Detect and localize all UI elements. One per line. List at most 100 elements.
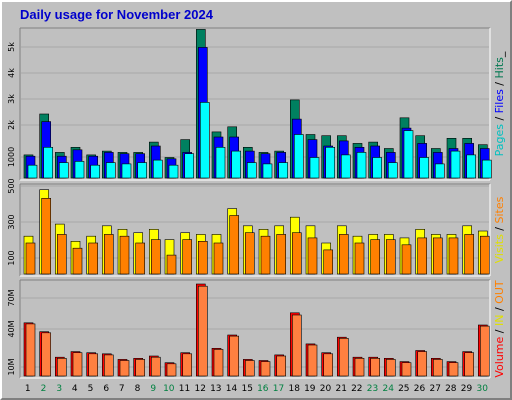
bar-sites-day-12	[198, 241, 208, 275]
bar-out-day-27	[432, 359, 443, 377]
bar-pages-day-1	[27, 164, 38, 179]
ylabel-part: Sites	[493, 196, 506, 223]
bar-pages-day-14	[231, 150, 241, 179]
bar-sites-day-14	[229, 215, 239, 275]
panel-volume-ylabel: Volume / IN / OUT	[493, 280, 506, 378]
bar-out-day-10	[166, 363, 177, 377]
bar-sites-day-21	[338, 234, 349, 275]
bar-pages-day-19	[309, 157, 320, 179]
xtick-label-day-9: 9	[150, 384, 156, 394]
bar-sites-day-4	[72, 247, 83, 275]
bar-out-day-24	[385, 359, 396, 377]
bar-pages-day-11	[184, 153, 194, 179]
panel-visits-ylabel: Visits / Sites	[493, 196, 506, 263]
bar-pages-day-26	[419, 157, 430, 179]
bar-sites-day-15	[245, 232, 255, 275]
xtick-label-day-2: 2	[41, 384, 47, 394]
bar-pages-day-4	[74, 161, 85, 179]
bar-out-day-16	[260, 361, 271, 377]
bar-sites-day-7	[119, 235, 130, 275]
bar-out-day-29	[464, 352, 475, 377]
bar-sites-day-19	[307, 237, 318, 275]
bar-pages-day-25	[403, 130, 414, 179]
xtick-label-day-4: 4	[72, 384, 78, 394]
bar-pages-day-17	[278, 162, 289, 179]
bar-out-day-17	[276, 355, 287, 377]
ylabel-part: /	[493, 326, 506, 337]
bar-pages-day-6	[106, 162, 116, 179]
xtick-label-day-25: 25	[398, 384, 409, 394]
xtick-label-day-1: 1	[25, 384, 31, 394]
xtick-label-day-13: 13	[210, 384, 221, 394]
bar-sites-day-11	[182, 239, 192, 275]
bar-out-day-28	[448, 362, 459, 377]
ylabel-part: /	[493, 304, 506, 315]
ylabel-part: Visits	[493, 234, 506, 263]
bar-sites-day-25	[401, 244, 412, 275]
bar-out-day-8	[135, 359, 145, 377]
xtick-label-day-7: 7	[119, 384, 125, 394]
bar-sites-day-24	[385, 239, 396, 275]
ylabel-part: Hits	[493, 57, 506, 79]
panel-hits-ytick-label: 2k	[7, 120, 16, 130]
ylabel-part: OUT	[493, 280, 506, 304]
xtick-label-day-3: 3	[56, 384, 62, 394]
xtick-label-day-16: 16	[257, 384, 269, 394]
bar-pages-day-18	[293, 134, 304, 179]
chart-title: Daily usage for November 2024	[20, 7, 213, 22]
bar-pages-day-7	[121, 163, 132, 179]
xtick-label-day-26: 26	[414, 384, 426, 394]
bar-pages-day-24	[387, 162, 398, 179]
panel-volume-ytick-label: 70M	[7, 289, 16, 306]
bar-pages-day-8	[137, 162, 147, 179]
bar-sites-day-6	[104, 234, 114, 275]
panel-visits-ytick-label: 500	[7, 178, 16, 193]
bar-out-day-5	[88, 353, 98, 377]
xtick-label-day-20: 20	[320, 384, 332, 394]
bar-sites-day-10	[166, 254, 177, 275]
xtick-label-day-29: 29	[461, 384, 473, 394]
bar-out-day-9	[151, 356, 161, 377]
xtick-label-day-6: 6	[103, 384, 109, 394]
xtick-label-day-10: 10	[163, 384, 175, 394]
ylabel-part: Volume	[493, 336, 506, 377]
panel-hits-ylabel: Pages / Files / Hits_	[493, 51, 506, 156]
bar-out-day-30	[479, 325, 490, 377]
bar-sites-day-20	[323, 249, 334, 275]
bar-sites-day-18	[291, 232, 302, 275]
bar-pages-day-29	[466, 154, 477, 179]
bar-sites-day-22	[354, 242, 365, 275]
xtick-label-day-21: 21	[335, 384, 346, 394]
bar-pages-day-5	[90, 164, 100, 179]
bar-pages-day-28	[450, 150, 461, 179]
bar-pages-day-27	[434, 163, 445, 179]
ylabel-part: _	[493, 51, 506, 58]
bar-pages-day-13	[215, 147, 226, 179]
bar-out-day-14	[229, 335, 239, 377]
bar-out-day-12	[198, 285, 208, 377]
ylabel-part: /	[493, 78, 506, 89]
bar-out-day-18	[291, 314, 302, 377]
ylabel-part: Pages	[493, 124, 506, 157]
xtick-label-day-15: 15	[241, 384, 252, 394]
bar-out-day-15	[245, 360, 255, 377]
bar-out-day-6	[104, 354, 114, 377]
bar-sites-day-16	[260, 235, 271, 275]
bar-out-day-3	[56, 357, 67, 377]
ylabel-part: /	[493, 113, 506, 124]
bar-out-day-20	[323, 353, 334, 377]
panel-volume-ytick-label: 40M	[7, 320, 16, 337]
xtick-label-day-22: 22	[351, 384, 362, 394]
bar-sites-day-29	[464, 234, 475, 275]
bar-sites-day-5	[88, 242, 98, 275]
bar-pages-day-23	[372, 157, 383, 179]
bar-sites-day-1	[25, 242, 36, 275]
bar-sites-day-17	[276, 234, 287, 275]
bar-sites-day-30	[479, 235, 490, 275]
bar-pages-day-30	[481, 159, 492, 179]
panel-hits-ytick-label: 1000	[7, 147, 16, 167]
ylabel-part: /	[493, 223, 506, 234]
xtick-label-day-18: 18	[288, 384, 300, 394]
bar-pages-day-21	[340, 154, 351, 179]
